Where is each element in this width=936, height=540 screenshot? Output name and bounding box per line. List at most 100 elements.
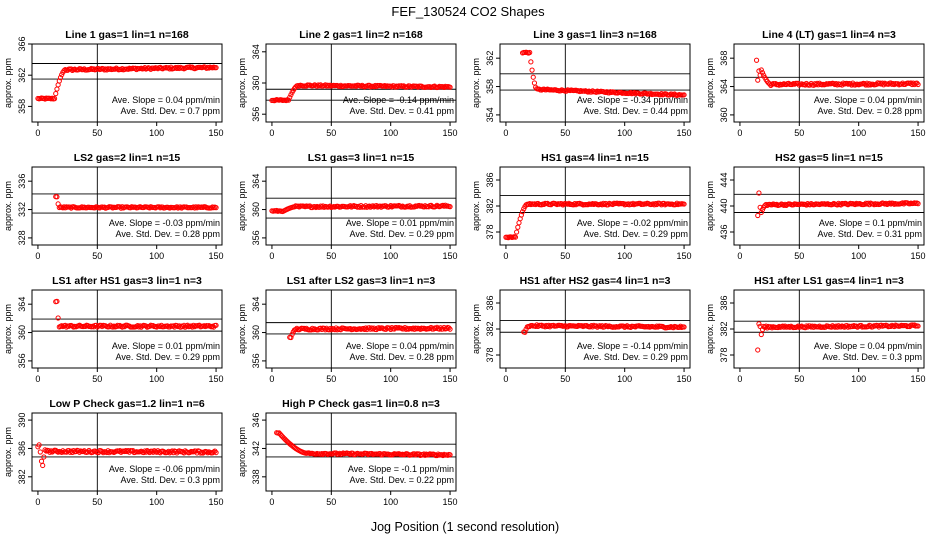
panel-title: HS1 after LS1 gas=4 lin=1 n=3 [754, 275, 904, 287]
data-point [657, 201, 663, 207]
data-point [95, 66, 102, 72]
x-tick-label: 150 [677, 128, 692, 138]
data-point [119, 65, 125, 72]
data-point [915, 81, 921, 88]
data-point [756, 321, 762, 327]
x-tick-label: 0 [269, 251, 274, 261]
y-tick-label: 360 [251, 325, 261, 340]
data-point [146, 205, 153, 211]
data-point [755, 77, 761, 83]
data-point [828, 324, 834, 330]
y-tick-label: 440 [719, 198, 729, 213]
data-point [293, 326, 299, 333]
data-point [850, 323, 856, 330]
x-tick-label: 100 [617, 251, 632, 261]
y-axis-label: approx. ppm [3, 58, 13, 108]
x-tick-label: 50 [326, 497, 336, 507]
y-tick-label: 342 [251, 441, 261, 456]
slope-annotation: Ave. Slope = -0.34 ppm/min [577, 95, 688, 105]
data-point [188, 323, 194, 329]
data-point [397, 203, 403, 209]
data-point [518, 212, 524, 218]
data-point [53, 91, 59, 97]
data-point [601, 201, 608, 208]
data-point [54, 194, 60, 200]
data-point [100, 450, 106, 456]
data-point [98, 322, 104, 328]
panel-title: High P Check gas=1 lin=0.8 n=3 [282, 398, 440, 410]
panel-5: LS2 gas=2 lin=1 n=15 0 50 100 150 328 332 336 ap… [3, 152, 224, 261]
x-tick-label: 100 [149, 374, 164, 384]
data-point [866, 81, 872, 87]
data-point [865, 323, 871, 330]
data-point [782, 201, 788, 207]
y-tick-label: 382 [17, 469, 27, 484]
data-point [176, 65, 182, 72]
data-point [411, 451, 418, 457]
stddev-annotation: Ave. Std. Dev. = 0.31 ppm [818, 229, 922, 239]
data-point [75, 67, 81, 73]
data-series [753, 57, 921, 89]
x-tick-label: 100 [149, 128, 164, 138]
data-series [35, 64, 219, 102]
data-point [338, 82, 344, 88]
data-point [890, 200, 896, 206]
data-point [327, 203, 333, 209]
x-tick-label: 150 [443, 128, 458, 138]
data-point [852, 201, 858, 208]
data-point [441, 84, 447, 91]
x-tick-label: 100 [383, 251, 398, 261]
panel-9: LS1 after HS1 gas=3 lin=1 n=3 0 50 100 150 35… [3, 275, 224, 384]
data-point [446, 325, 452, 331]
data-point [522, 329, 528, 335]
data-point [347, 451, 353, 457]
data-point [677, 323, 684, 329]
data-point [142, 65, 148, 71]
x-tick-label: 50 [794, 128, 804, 138]
y-tick-label: 360 [17, 325, 27, 340]
data-point [285, 97, 292, 103]
data-point [441, 203, 447, 209]
data-point [87, 66, 93, 72]
data-point [398, 204, 404, 210]
x-tick-label: 0 [35, 251, 40, 261]
data-point [853, 323, 859, 329]
data-point [435, 451, 441, 457]
plot-frame [31, 43, 223, 123]
data-point [142, 448, 148, 454]
data-point [655, 324, 661, 330]
data-point [161, 449, 167, 455]
slope-annotation: Ave. Slope = 0.04 ppm/min [814, 95, 922, 105]
y-tick-label: 358 [485, 79, 495, 94]
stddev-annotation: Ave. Std. Dev. = 0.44 ppm [584, 106, 688, 116]
data-point [630, 200, 636, 206]
x-tick-label: 50 [794, 374, 804, 384]
y-tick-label: 364 [251, 297, 261, 312]
data-point [213, 449, 219, 456]
data-point [838, 324, 844, 330]
data-point [164, 449, 170, 455]
data-point [287, 94, 293, 100]
data-point [676, 324, 682, 330]
x-tick-label: 0 [737, 374, 742, 384]
data-point [422, 452, 428, 458]
panel-title: LS1 after LS2 gas=3 lin=1 n=3 [287, 275, 436, 287]
plot-frame [31, 166, 223, 246]
y-tick-label: 378 [485, 347, 495, 362]
data-point [369, 450, 375, 457]
data-point [758, 209, 764, 216]
data-point [667, 92, 673, 98]
data-point [108, 204, 115, 210]
data-point [439, 452, 445, 458]
data-point [193, 204, 199, 210]
data-point [55, 315, 61, 321]
data-point [313, 204, 319, 211]
data-point [527, 323, 533, 330]
y-axis-label: approx. ppm [471, 304, 481, 354]
y-tick-label: 362 [485, 51, 495, 66]
y-tick-label: 382 [485, 198, 495, 213]
figure-title: FEF_130524 CO2 Shapes [391, 4, 545, 19]
panel-8: HS2 gas=5 lin=1 n=15 0 50 100 150 436 440 444 ap… [705, 152, 926, 261]
stddev-annotation: Ave. Std. Dev. = 0.7 ppm [121, 106, 220, 116]
x-tick-label: 0 [503, 374, 508, 384]
